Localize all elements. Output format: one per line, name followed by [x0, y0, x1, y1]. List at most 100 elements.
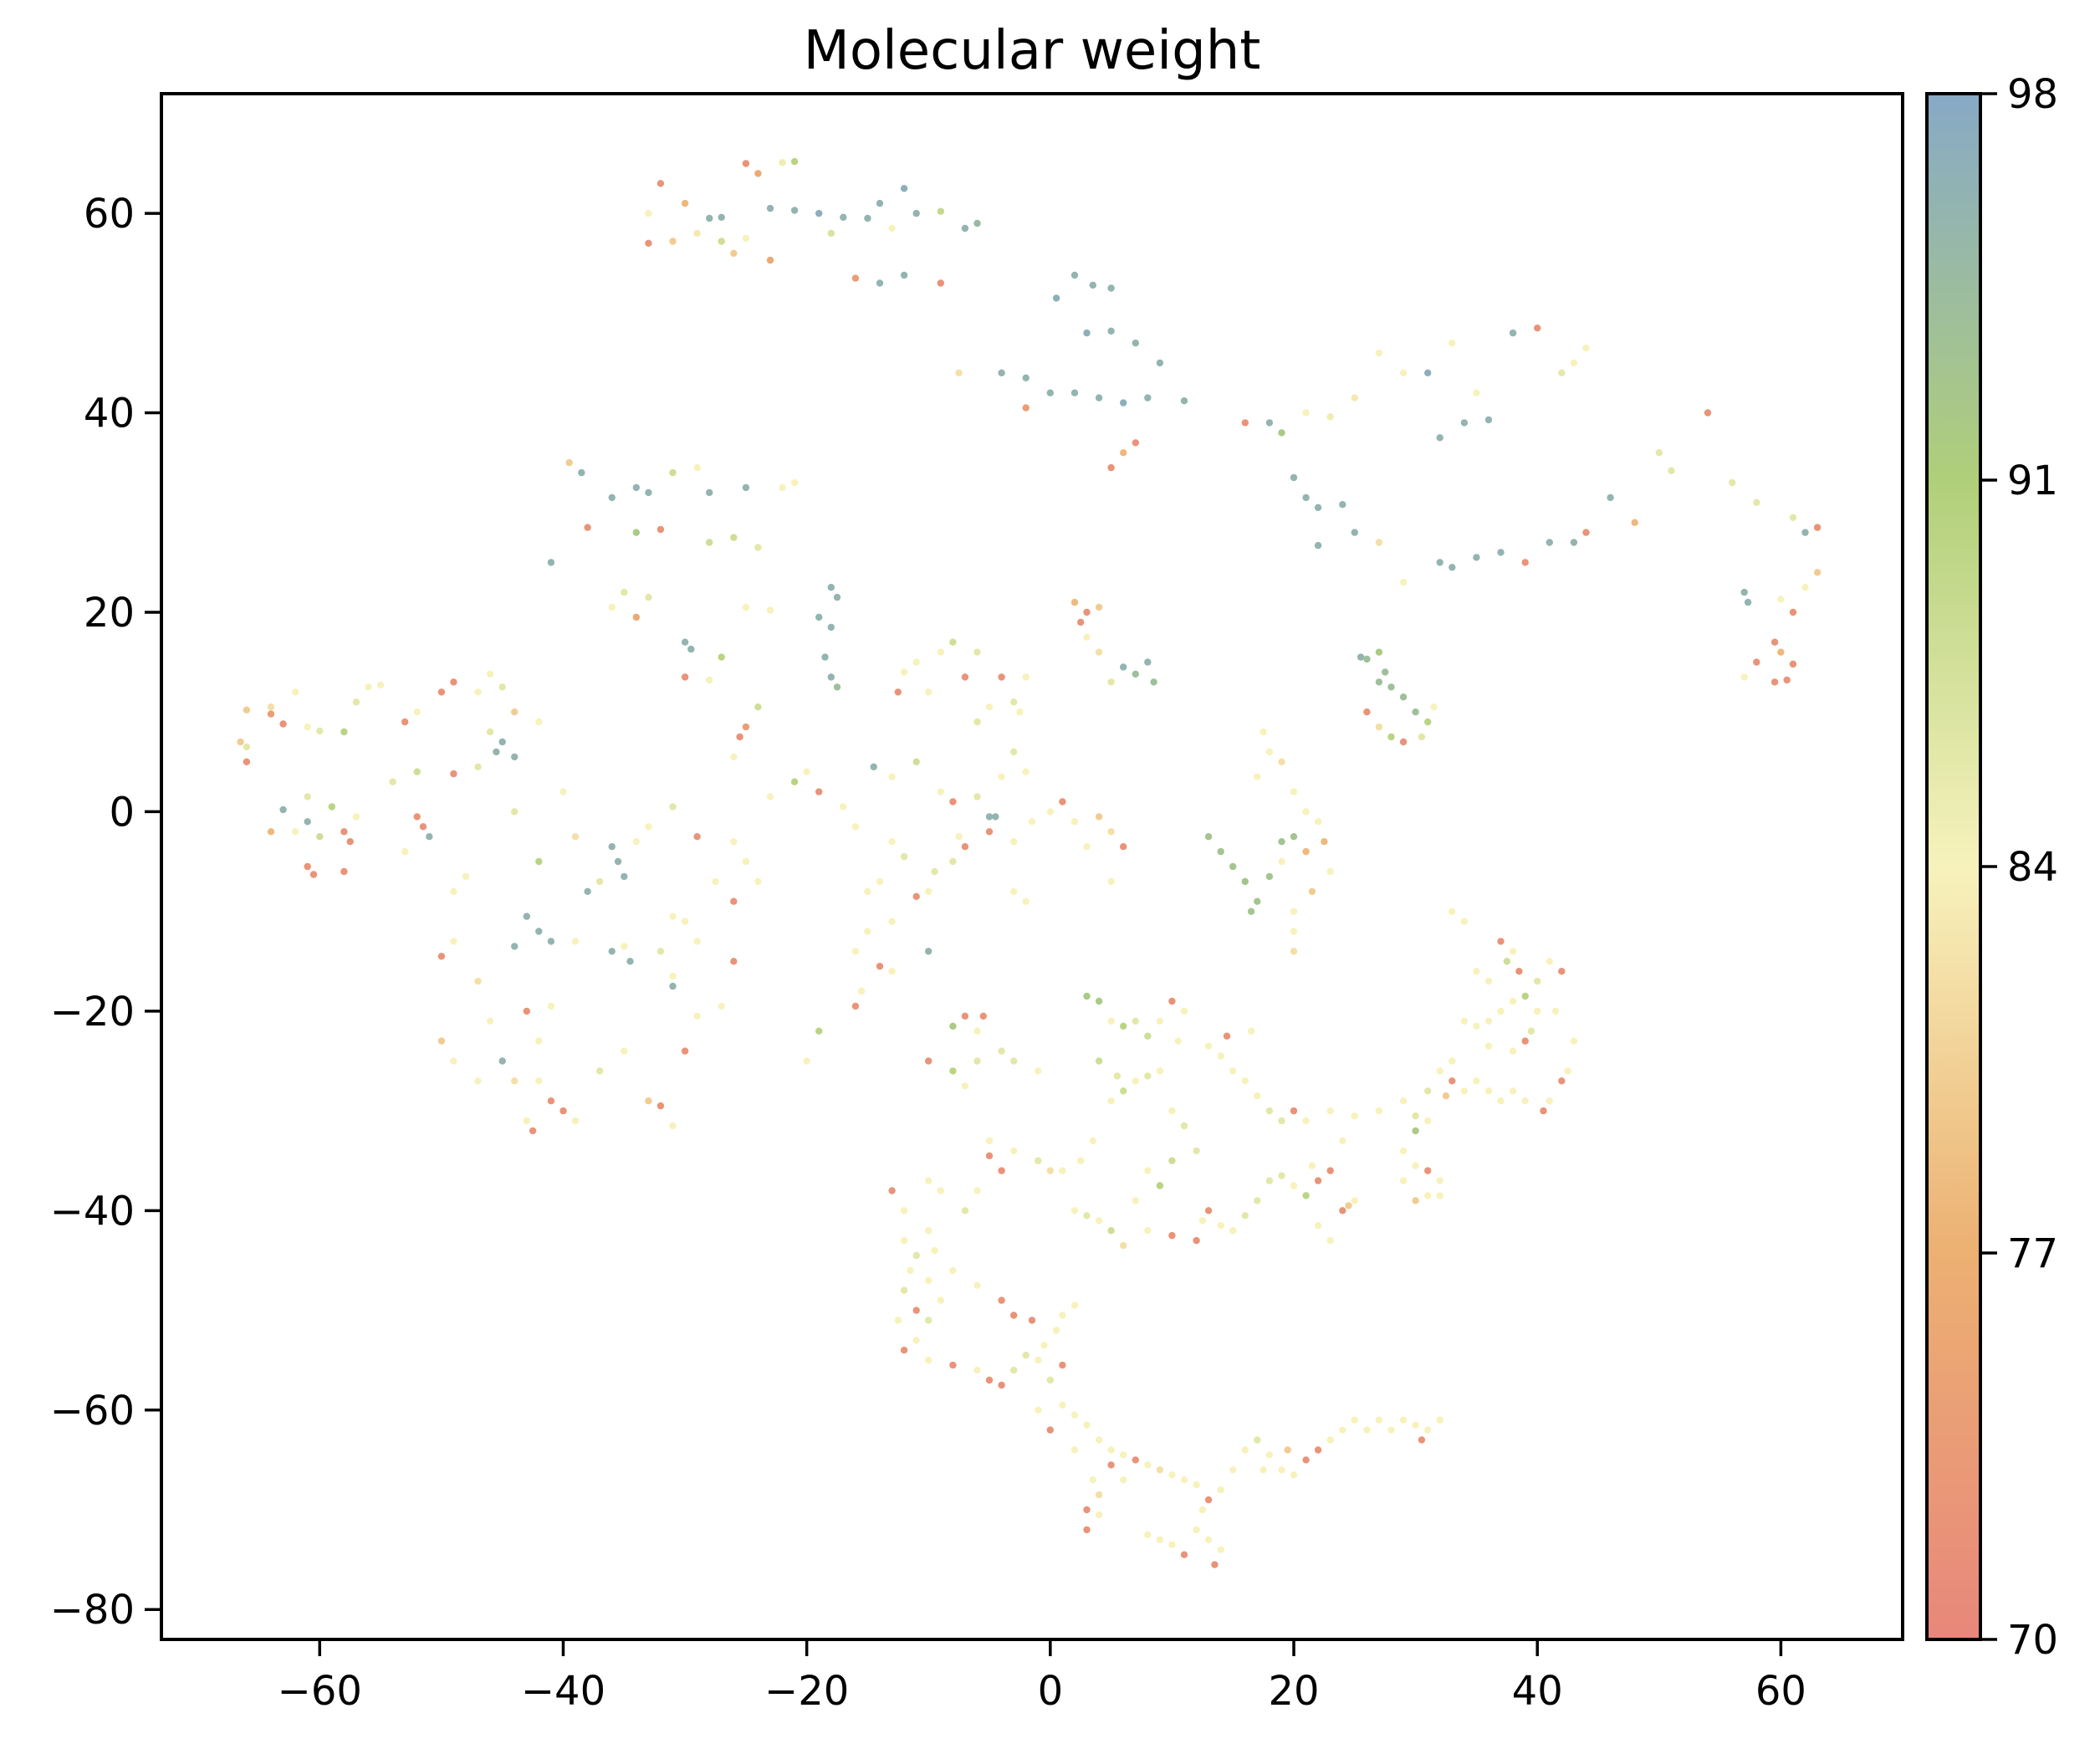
data-point	[1314, 1177, 1322, 1184]
data-point	[1424, 1117, 1432, 1125]
data-point	[547, 938, 555, 945]
data-point	[1089, 281, 1097, 289]
data-point	[614, 857, 622, 866]
data-point	[511, 943, 519, 950]
data-point	[669, 913, 677, 920]
data-point	[998, 1296, 1005, 1304]
data-point	[1308, 1162, 1316, 1169]
data-point	[1375, 349, 1383, 357]
data-point	[1217, 1222, 1224, 1230]
data-point	[535, 718, 543, 726]
data-point	[523, 913, 530, 920]
data-point	[1132, 1197, 1140, 1204]
data-point	[815, 788, 823, 795]
data-point	[1326, 1436, 1334, 1444]
data-point	[511, 1077, 519, 1085]
data-point	[1503, 958, 1511, 965]
data-point	[645, 488, 652, 497]
data-point	[1382, 668, 1389, 676]
data-point	[1193, 1236, 1200, 1245]
data-point	[827, 623, 835, 632]
data-point	[876, 279, 884, 287]
data-point	[1259, 728, 1267, 736]
data-point	[693, 833, 701, 841]
data-point	[1546, 1097, 1554, 1105]
data-point	[1035, 1357, 1042, 1364]
data-point	[1436, 1416, 1443, 1424]
data-point	[1375, 1416, 1383, 1424]
data-point	[529, 1127, 537, 1135]
data-point	[1070, 1302, 1079, 1309]
data-point	[1777, 596, 1785, 603]
data-point	[1418, 1436, 1426, 1444]
data-point	[706, 214, 713, 222]
data-point	[815, 209, 823, 217]
data-point	[1217, 1546, 1224, 1553]
data-point	[645, 239, 652, 247]
data-point	[1010, 1312, 1018, 1319]
data-point	[1290, 908, 1298, 915]
colorbar-tick-label: 98	[2007, 71, 2058, 118]
data-point	[1558, 1077, 1566, 1085]
data-point	[815, 1027, 823, 1035]
data-point	[437, 953, 446, 960]
data-point	[998, 369, 1005, 376]
data-point	[1193, 1481, 1200, 1489]
data-point	[949, 857, 957, 866]
data-point	[815, 613, 823, 621]
data-point	[1193, 1147, 1200, 1155]
x-tick-label: 0	[1038, 1668, 1064, 1715]
data-point	[352, 698, 360, 706]
data-point	[340, 867, 348, 876]
data-point	[1484, 977, 1493, 985]
data-point	[1278, 1466, 1285, 1474]
data-point	[730, 753, 738, 761]
data-point	[1473, 1077, 1480, 1085]
data-point	[511, 708, 519, 716]
data-point	[1424, 1426, 1432, 1434]
data-point	[1631, 519, 1638, 526]
data-point	[779, 483, 786, 492]
data-point	[511, 808, 519, 816]
data-point	[511, 753, 519, 761]
colorbar: 70 77 84 91 98	[1925, 71, 2058, 1664]
data-point	[754, 170, 762, 177]
data-point	[669, 1122, 677, 1130]
data-point	[949, 1266, 957, 1275]
data-point	[1259, 1466, 1267, 1474]
data-point	[1265, 1451, 1274, 1459]
data-point	[1083, 843, 1091, 851]
data-point	[1449, 339, 1456, 347]
data-point	[1132, 670, 1140, 678]
data-point	[1387, 733, 1395, 741]
data-point	[1399, 1177, 1408, 1184]
data-point	[1668, 467, 1675, 474]
data-point	[803, 768, 810, 775]
data-point	[1120, 1451, 1127, 1459]
data-point	[1497, 1097, 1505, 1105]
data-point	[328, 803, 335, 811]
data-point	[267, 703, 275, 711]
data-point	[937, 1187, 945, 1194]
data-point	[1180, 1122, 1188, 1130]
data-point	[706, 488, 713, 497]
data-point	[626, 958, 634, 965]
data-point	[961, 1207, 969, 1215]
data-point	[876, 877, 884, 886]
data-point	[1107, 678, 1115, 686]
data-point	[1473, 389, 1480, 396]
data-point	[730, 249, 738, 257]
data-point	[1570, 539, 1578, 546]
data-point	[535, 928, 543, 935]
data-point	[1729, 478, 1736, 487]
data-point	[1399, 1097, 1408, 1105]
data-point	[718, 213, 725, 221]
data-point	[1546, 958, 1554, 965]
data-point	[237, 738, 244, 746]
data-point	[955, 833, 963, 841]
data-point	[1351, 1416, 1359, 1424]
data-point	[1180, 1476, 1188, 1484]
data-point	[1484, 1017, 1493, 1025]
data-point	[292, 828, 299, 836]
